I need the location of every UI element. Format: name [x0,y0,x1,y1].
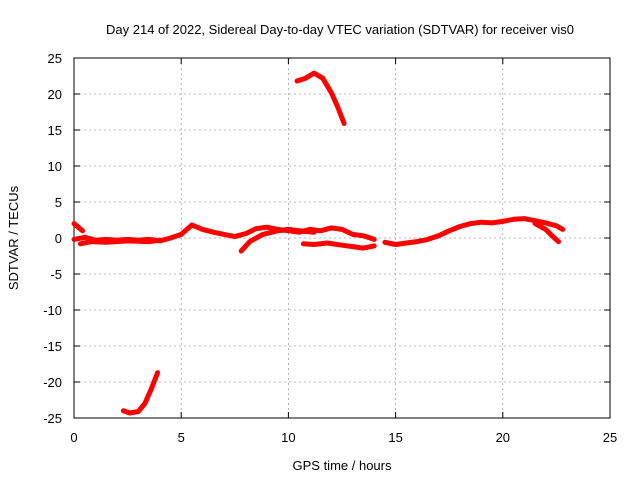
y-tick-label: -10 [43,303,62,318]
series-line-sat-d [238,226,317,254]
axis-ticks: 0 5 10 15 20 25 -25 -20 -15 -10 -5 0 5 10 15 20 25 [43,51,617,445]
y-tick-label: -25 [43,411,62,426]
series-line-sat-e [300,240,377,251]
y-tick-label: -15 [43,339,62,354]
series-line-sat-a [71,221,86,234]
series-line-sat-f [382,216,566,247]
data-series [71,70,566,416]
chart-title: Day 214 of 2022, Sidereal Day-to-day VTE… [106,22,574,37]
series-line-sat-h [120,370,161,416]
y-tick-label: 10 [48,159,62,174]
y-tick-label: 25 [48,51,62,66]
series-line-sat-c [77,237,163,247]
series-line-sat-g [532,221,561,245]
x-tick-label: 25 [603,430,617,445]
x-tick-label: 5 [178,430,185,445]
y-axis-label: SDTVAR / TECUs [6,185,21,290]
y-tick-label: 20 [48,87,62,102]
y-tick-label: -5 [50,267,62,282]
x-tick-label: 0 [70,430,77,445]
grid [74,58,610,418]
y-tick-label: 15 [48,123,62,138]
y-tick-label: 0 [55,231,62,246]
x-tick-label: 10 [281,430,295,445]
x-tick-label: 15 [388,430,402,445]
x-axis-label: GPS time / hours [293,458,392,473]
y-tick-label: -20 [43,375,62,390]
x-tick-label: 20 [496,430,510,445]
y-tick-label: 5 [55,195,62,210]
series-line-sat-i [294,70,347,126]
series-line-sat-b [71,222,377,244]
